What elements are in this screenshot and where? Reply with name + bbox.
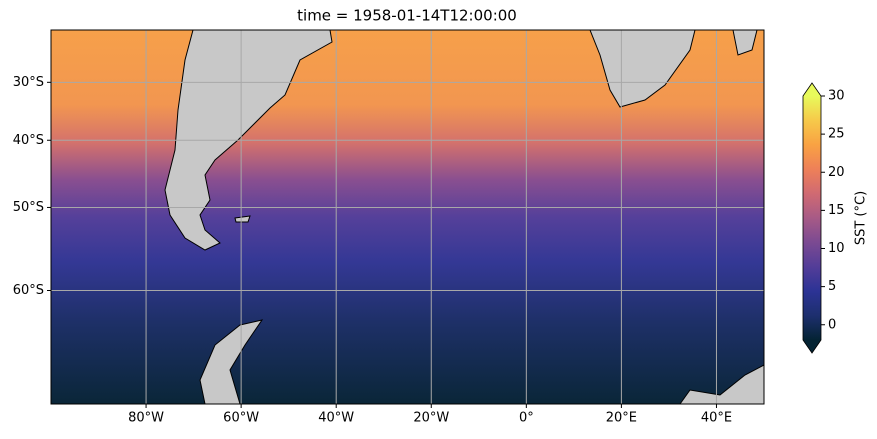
colorbar-tick-label: 20 [828,165,845,180]
colorbar-tick-label: 30 [828,89,845,104]
colorbar-tick-label: 10 [828,241,845,256]
x-tick-label: 80°W [128,411,164,426]
y-tick-label: 30°S [13,75,44,90]
antarctica [679,364,764,404]
island [234,215,251,223]
colorbar-extend-min [803,340,821,353]
colorbar-scale [803,96,821,340]
grid [51,30,764,404]
map-frame [50,29,765,405]
colorbar-label: SST (°C) [854,191,869,245]
x-tick-label: 60°W [223,411,259,426]
axes: 80°W 60°W 40°W 20°W 0° 20°E 40°E 30°S 40°S 50°S 60… [13,75,732,426]
africa [589,30,696,108]
x-tick-label: 0° [519,411,534,426]
y-tick-label: 40°S [13,133,44,148]
colorbar: 0 5 10 15 20 25 30 SST (°C) [802,82,869,354]
colorbar-extend-max [803,83,821,96]
antarctic-peninsula [199,319,264,404]
colorbar-tick-label: 0 [828,317,836,332]
chart-title: time = 1958-01-14T12:00:00 [297,7,517,25]
map-area [51,30,764,404]
x-tick-label: 20°W [413,411,449,426]
madagascar [732,30,758,56]
colorbar-tick-label: 25 [828,127,845,142]
x-tick-label: 40°E [701,411,732,426]
colorbar-tick-label: 15 [828,203,845,218]
y-tick-label: 50°S [13,200,44,215]
land [164,30,764,404]
x-tick-label: 20°E [606,411,637,426]
x-tick-label: 40°W [318,411,354,426]
y-tick-label: 60°S [13,283,44,298]
colorbar-tick-label: 5 [828,279,836,294]
